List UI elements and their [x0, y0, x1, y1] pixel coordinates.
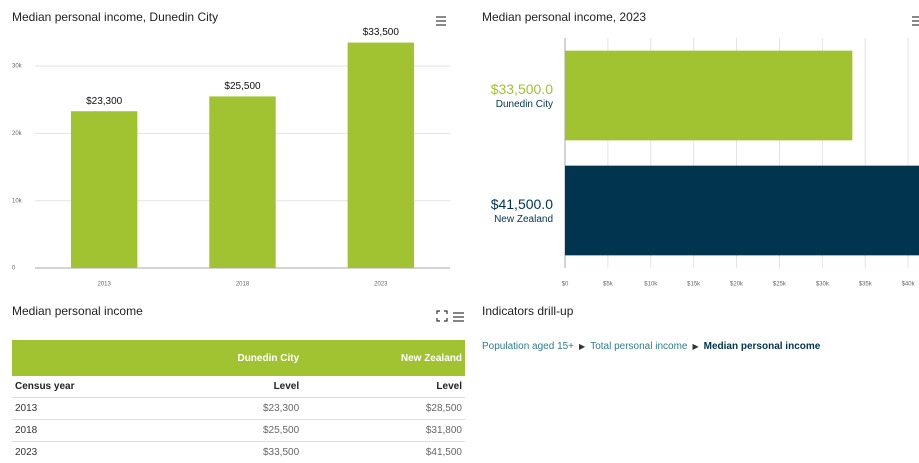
row: 2018 $25,500 $31,800 [12, 419, 465, 442]
cell: 2023 [12, 441, 138, 463]
x-tick-label: 2013 [97, 282, 111, 288]
y-tick-label: New Zealand [494, 214, 553, 225]
cell: Level [302, 376, 465, 398]
bar [565, 165, 919, 256]
cell: Census year [12, 376, 138, 398]
x-tick-label: $35k [859, 282, 873, 288]
menu-icon[interactable] [912, 16, 919, 26]
breadcrumbs: Population aged 15+ ▶ Total personal incom… [482, 341, 820, 352]
data-label: $33,500 [363, 27, 400, 38]
y-tick-label: 10k [12, 198, 23, 204]
chart-title: Median personal income, 2023 [482, 10, 646, 24]
table-title: Median personal income [12, 304, 143, 318]
subheader-row: Census year Level Level [12, 376, 465, 398]
x-tick-label: $40k [902, 282, 916, 288]
data-label: $25,500 [224, 81, 261, 92]
x-tick-label: $5k [603, 282, 614, 288]
y-tick-label: 20k [12, 131, 23, 137]
x-tick-label: $10k [644, 282, 658, 288]
cell: 2018 [12, 419, 138, 442]
x-tick-label: $30k [816, 282, 830, 288]
table-icons[interactable] [436, 310, 466, 324]
x-tick-label: 2023 [374, 282, 388, 288]
x-tick-label: $20k [730, 282, 744, 288]
cell: Level [138, 376, 303, 398]
chart-title: Median personal income, Dunedin City [12, 10, 218, 24]
x-tick-label: $0 [562, 282, 569, 288]
data-label: $41,500.0 [491, 196, 553, 212]
y-tick-label: 30k [12, 64, 23, 70]
bar [347, 42, 415, 268]
x-tick-label: $15k [687, 282, 701, 288]
crumb-arrow: ▶ [579, 342, 586, 351]
cell: $41,500 [302, 441, 465, 463]
cell: $28,500 [302, 397, 465, 420]
header-cell: Dunedin City [138, 340, 303, 376]
crumb: Median personal income [703, 341, 821, 352]
row: 2013 $23,300 $28,500 [12, 397, 465, 420]
menu-icon[interactable] [436, 16, 446, 26]
header-cell [12, 340, 138, 376]
x-tick-label: $25k [773, 282, 787, 288]
data-label: $33,500.0 [491, 81, 553, 97]
y-tick-label: Dunedin City [496, 99, 553, 110]
cell: $25,500 [138, 419, 303, 442]
y-tick-label: 0 [12, 266, 16, 272]
crumb[interactable]: Total personal income [590, 341, 688, 352]
charts: Median personal income, Dunedin City Med… [12, 10, 919, 288]
data-label: $23,300 [86, 96, 123, 107]
data-table: Dunedin City New Zealand Census year Lev… [12, 340, 465, 463]
crumb[interactable]: Population aged 15+ [482, 341, 575, 352]
header-cell: New Zealand [302, 340, 465, 376]
crumb-arrow: ▶ [692, 342, 699, 351]
bar [70, 111, 138, 268]
bar [209, 96, 276, 269]
drillup-title: Indicators drill-up [482, 304, 574, 318]
bar [565, 50, 853, 141]
cell: $31,800 [302, 419, 465, 442]
cell: $23,300 [138, 397, 303, 420]
header-row: Dunedin City New Zealand [12, 340, 465, 376]
cell: 2013 [12, 397, 138, 420]
cell: $33,500 [138, 441, 303, 463]
x-tick-label: 2018 [236, 282, 250, 288]
row: 2023 $33,500 $41,500 [12, 441, 465, 463]
